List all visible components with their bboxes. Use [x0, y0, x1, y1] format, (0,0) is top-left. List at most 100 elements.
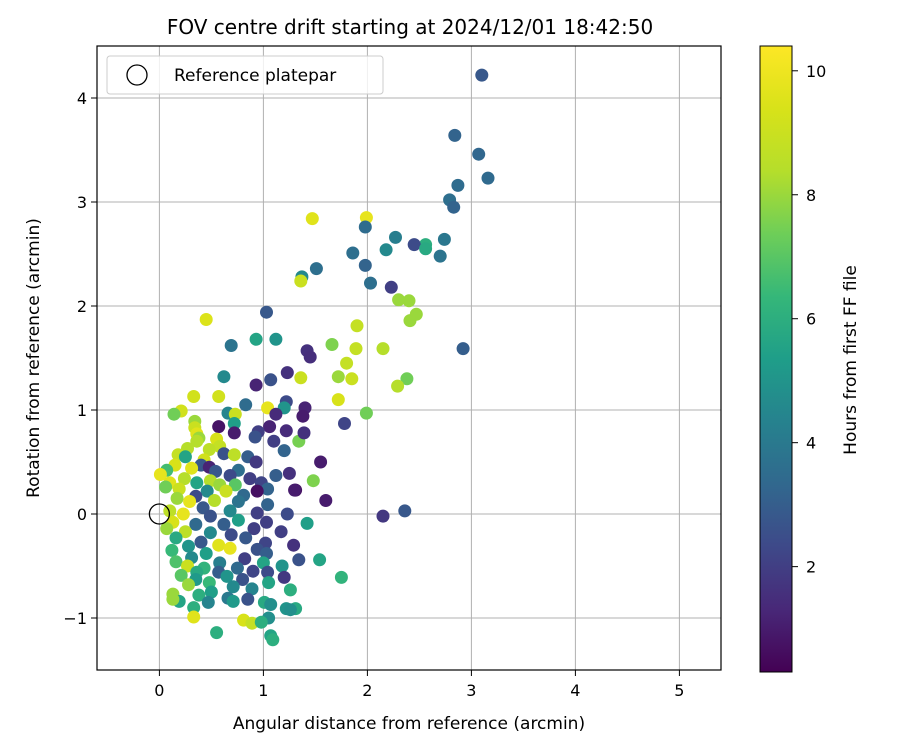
data-point: [187, 601, 201, 615]
data-point: [392, 293, 406, 307]
data-point: [192, 588, 206, 602]
data-point: [389, 230, 402, 244]
data-point: [384, 280, 398, 294]
data-point: [456, 342, 470, 356]
data-point: [246, 564, 260, 578]
data-point: [160, 522, 174, 536]
data-point: [340, 356, 354, 370]
data-point: [223, 541, 237, 555]
data-point: [204, 585, 218, 599]
data-point: [187, 610, 201, 624]
data-point: [260, 305, 273, 319]
colorbar-ticks: 2 4 6 8 10: [792, 62, 826, 577]
data-points: [148, 68, 495, 647]
data-point: [227, 426, 241, 440]
axis-ticks: 0 1 2 3 4 5 −1 0 1 2 3 4: [63, 89, 684, 700]
data-point: [346, 246, 360, 260]
reference-marker: [148, 503, 171, 525]
data-point: [249, 378, 263, 392]
data-point: [349, 342, 363, 356]
chart-title: FOV centre drift starting at 2024/12/01 …: [167, 15, 653, 39]
data-point: [282, 466, 296, 480]
data-point: [224, 339, 238, 352]
data-point: [200, 484, 214, 498]
data-point: [331, 370, 345, 384]
data-point: [269, 469, 283, 482]
colorbar-tick-label: 4: [806, 434, 816, 453]
data-point: [231, 495, 245, 508]
colorbar-tick-label: 10: [806, 62, 826, 81]
data-point: [212, 390, 226, 403]
data-point: [210, 626, 224, 640]
data-point: [181, 559, 194, 573]
x-tick-label: 3: [466, 681, 476, 700]
data-point: [263, 420, 277, 434]
data-point: [178, 450, 192, 464]
data-point: [239, 531, 253, 545]
colorbar-gradient: [759, 45, 793, 673]
data-point: [294, 371, 308, 385]
colorbar-label: Hours from first FF file: [841, 265, 861, 455]
data-point: [294, 274, 308, 288]
data-point: [241, 592, 255, 606]
data-point: [391, 379, 405, 393]
data-point: [190, 434, 204, 448]
data-point: [238, 552, 252, 566]
data-point: [190, 476, 204, 490]
data-point: [262, 576, 276, 590]
data-point: [376, 509, 390, 523]
data-point: [182, 578, 195, 592]
data-point: [169, 555, 183, 569]
legend-marker: [126, 64, 148, 86]
data-point: [319, 494, 333, 507]
data-point: [331, 393, 345, 407]
data-point: [313, 553, 327, 567]
x-tick-label: 5: [674, 681, 684, 700]
data-point: [254, 615, 268, 629]
data-point: [305, 212, 319, 226]
plot-frame: [96, 45, 722, 671]
x-tick-label: 1: [258, 681, 268, 700]
data-point: [217, 370, 231, 384]
data-point: [177, 472, 191, 486]
data-point: [250, 506, 264, 520]
data-point: [292, 553, 306, 567]
data-point: [165, 543, 179, 557]
data-point: [202, 443, 216, 456]
data-point: [250, 484, 264, 498]
x-tick-label: 2: [362, 681, 372, 700]
data-point: [280, 507, 294, 521]
data-point: [228, 478, 242, 492]
data-point: [358, 258, 372, 272]
data-point: [266, 633, 280, 647]
data-point: [185, 461, 199, 475]
data-point: [350, 319, 364, 333]
data-point: [236, 573, 250, 586]
colorbar-tick-label: 8: [806, 186, 816, 205]
data-point: [208, 494, 221, 507]
data-point: [364, 276, 377, 290]
data-point: [169, 531, 183, 545]
data-point: [402, 294, 416, 308]
data-point: [261, 498, 275, 512]
x-tick-label: 0: [154, 681, 164, 700]
data-point: [194, 535, 208, 549]
data-point: [398, 504, 412, 518]
data-point: [300, 516, 314, 530]
data-point: [297, 426, 311, 440]
data-point: [248, 430, 262, 444]
data-point: [345, 372, 359, 386]
data-point: [174, 568, 188, 582]
data-point: [338, 417, 351, 430]
data-point: [203, 509, 217, 523]
data-point: [314, 455, 328, 469]
data-point: [287, 538, 301, 552]
data-point: [283, 583, 297, 597]
data-point: [201, 595, 215, 609]
data-point: [159, 480, 173, 494]
data-point: [217, 447, 231, 461]
x-tick-label: 4: [570, 681, 580, 700]
legend-box: [106, 55, 384, 95]
data-point: [230, 561, 244, 575]
data-point: [306, 474, 320, 488]
